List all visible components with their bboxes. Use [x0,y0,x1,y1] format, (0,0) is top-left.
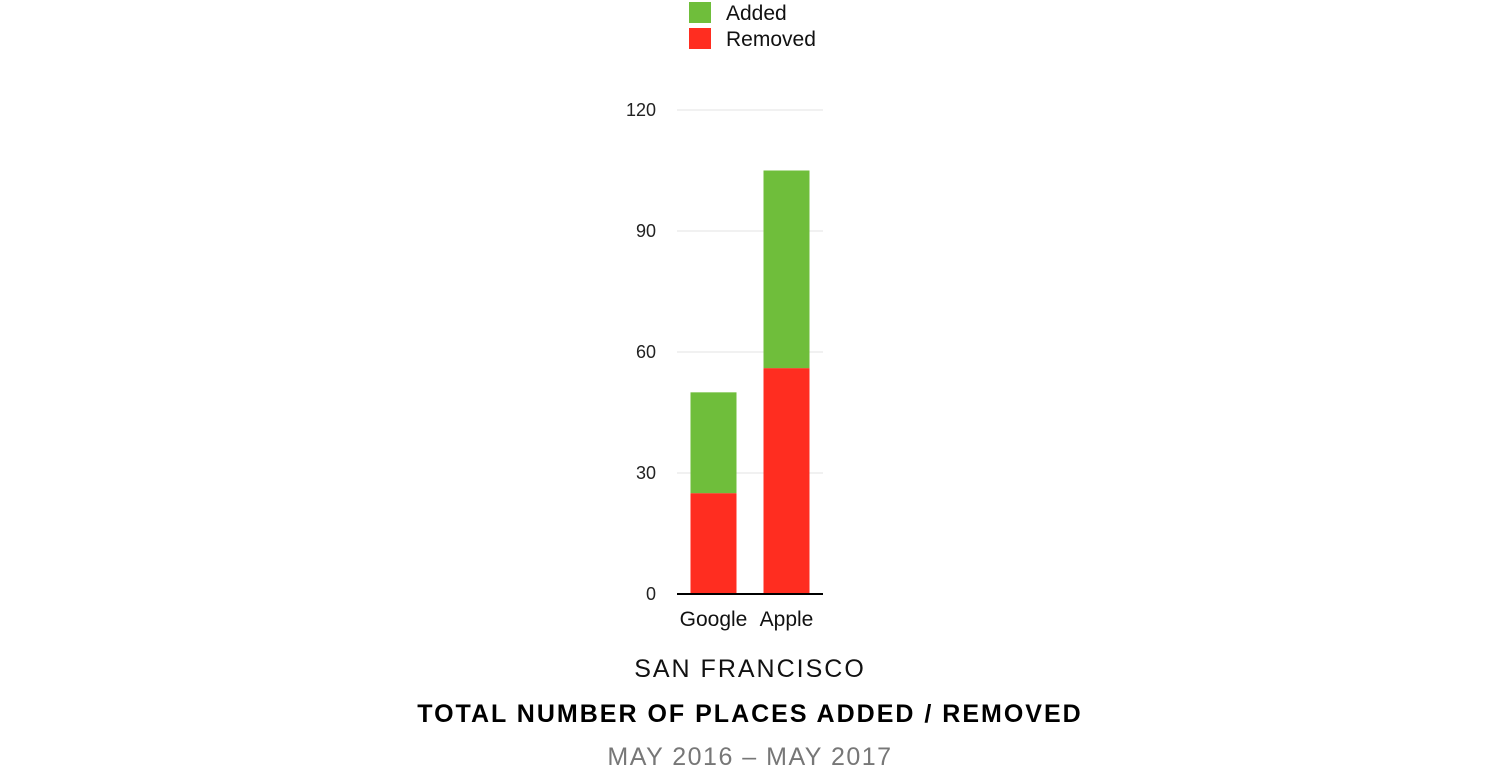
legend: Added Removed [689,2,816,51]
chart-period: MAY 2016 – MAY 2017 [607,743,893,771]
bars [690,170,810,594]
chart-title: TOTAL NUMBER OF PLACES ADDED / REMOVED [417,700,1083,728]
bar-google-removed [690,493,737,594]
x-category-label: Google [680,608,748,631]
bar-apple-added [763,170,810,369]
chart-city-caption: SAN FRANCISCO [634,655,866,683]
x-category-label: Apple [760,608,814,631]
y-axis-tick-labels: 0 30 60 90 120 [626,100,656,604]
y-tick-label: 90 [636,221,656,241]
stacked-bar-chart: Added Removed 0 30 60 90 120 Google Apple [626,2,823,631]
x-axis-category-labels: Google Apple [680,608,814,631]
y-tick-label: 60 [636,342,656,362]
legend-label-added: Added [726,2,787,25]
y-tick-label: 120 [626,100,656,120]
legend-swatch-added [689,2,711,23]
y-tick-label: 0 [646,584,656,604]
bar-apple-removed [763,368,810,594]
bar-google-added [690,392,737,494]
legend-label-removed: Removed [726,28,816,51]
y-tick-label: 30 [636,463,656,483]
legend-swatch-removed [689,28,711,49]
